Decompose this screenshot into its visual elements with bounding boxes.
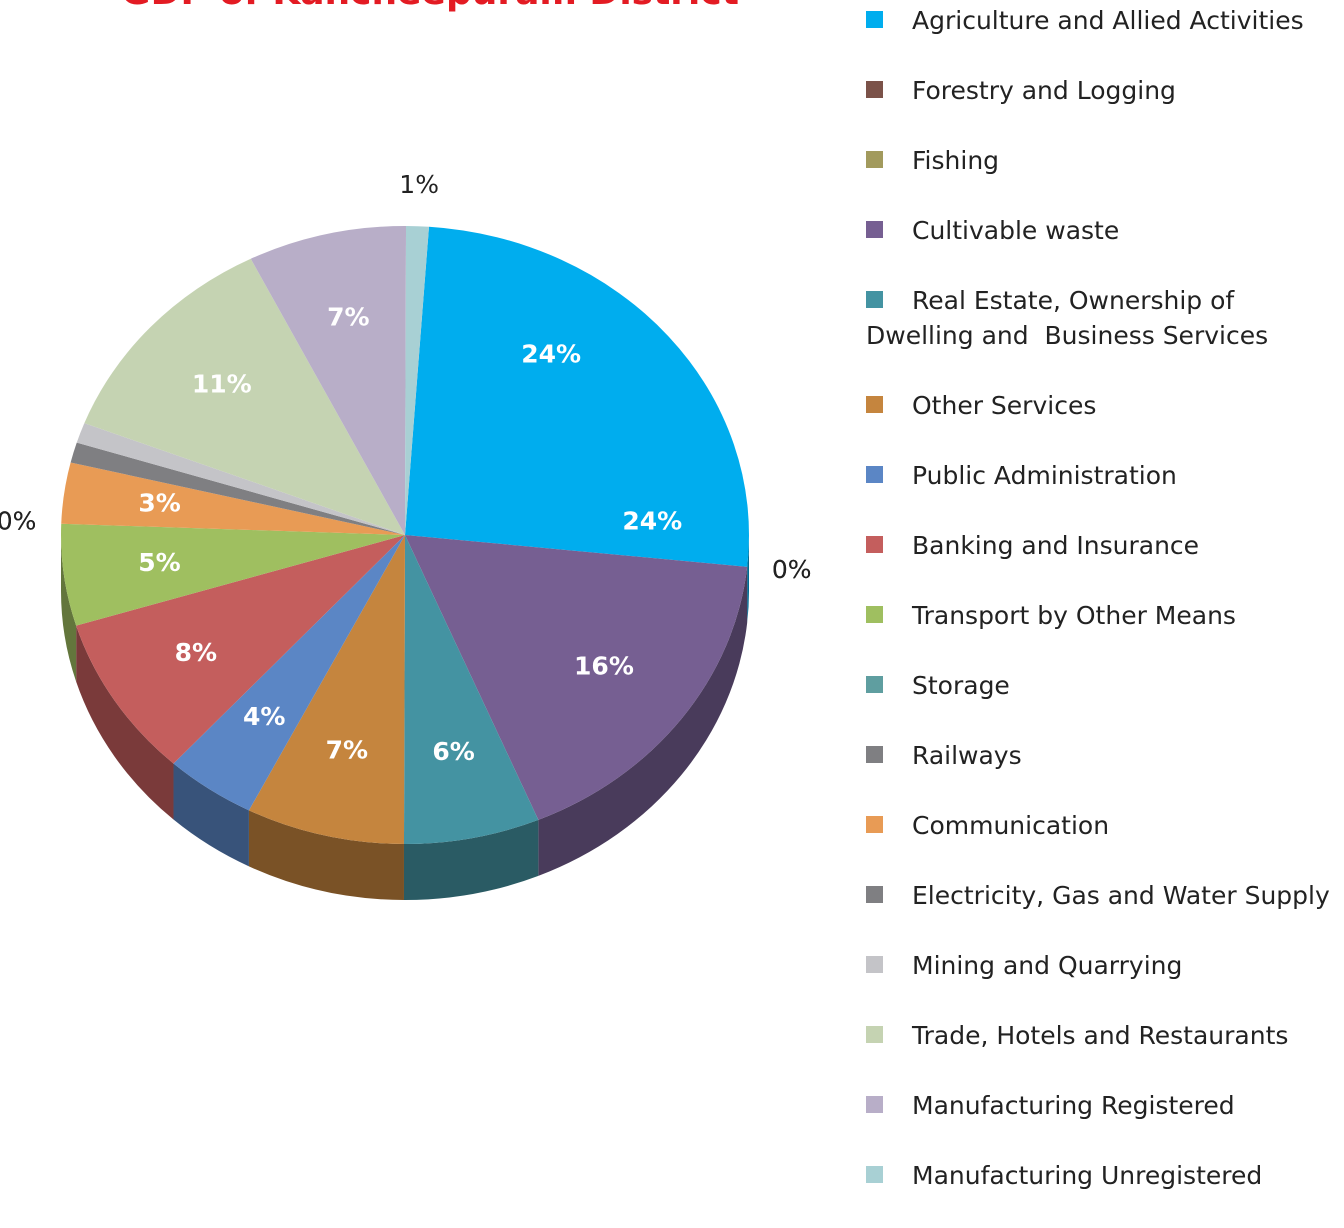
data-label: 6% <box>432 737 474 766</box>
data-label: 0% <box>772 555 812 584</box>
pie-slice <box>250 225 407 535</box>
legend-label: Railways <box>912 741 1022 770</box>
pie-side <box>76 625 174 820</box>
pie-slice <box>405 535 748 820</box>
legend-label: Mining and Quarrying <box>912 951 1183 980</box>
legend-swatch <box>866 1166 883 1183</box>
pie-slice <box>405 226 429 536</box>
legend: Agriculture and Allied Activities Forestr… <box>866 3 1336 1228</box>
legend-entry: Cultivable waste <box>866 213 1336 248</box>
legend-entry: Other Services <box>866 388 1336 423</box>
legend-entry: Manufacturing Registered <box>866 1088 1336 1123</box>
legend-label: Transport by Other Means <box>912 601 1236 630</box>
legend-swatch <box>866 11 883 28</box>
legend-swatch <box>866 81 883 98</box>
data-label: 0% <box>0 506 36 535</box>
pie-side <box>248 810 404 900</box>
legend-entry: Manufacturing Unregistered <box>866 1158 1336 1193</box>
legend-entry: Electricity, Gas and Water Supply <box>866 878 1336 913</box>
legend-swatch <box>866 466 883 483</box>
legend-entry: Public Administration <box>866 458 1336 493</box>
legend-label: Fishing <box>912 146 1000 175</box>
data-label: 4% <box>243 702 285 731</box>
data-label: 0% <box>0 506 36 535</box>
data-label: 3% <box>138 489 180 518</box>
data-label: 7% <box>326 735 368 764</box>
legend-entry: Communication <box>866 808 1336 843</box>
pie-slice <box>248 535 405 844</box>
legend-swatch <box>866 816 883 833</box>
chart-title: GDP of Kancheepuram District <box>121 0 739 13</box>
legend-swatch <box>866 1026 883 1043</box>
legend-label: Agriculture and Allied Activities <box>912 6 1304 35</box>
legend-swatch <box>866 606 883 623</box>
data-label: 24% <box>521 339 581 368</box>
legend-label: Electricity, Gas and Water Supply <box>912 881 1330 910</box>
legend-label: Communication <box>912 811 1110 840</box>
data-label: 11% <box>192 369 252 398</box>
pie-slice <box>61 462 405 535</box>
data-label: 24% <box>622 506 682 535</box>
data-label: 8% <box>175 638 217 667</box>
legend-label: Trade, Hotels and Restaurants <box>912 1021 1289 1050</box>
legend-entry: Trade, Hotels and Restaurants <box>866 1018 1336 1053</box>
legend-swatch <box>866 676 883 693</box>
legend-label: Public Administration <box>912 461 1177 490</box>
pie-side <box>61 535 77 682</box>
pie-slice <box>76 423 406 535</box>
pie-side <box>173 763 249 867</box>
legend-entry: Railways <box>866 738 1336 773</box>
legend-label: Manufacturing Unregistered <box>912 1161 1263 1190</box>
data-label: 16% <box>574 652 634 681</box>
pie-side <box>747 535 749 623</box>
legend-entry: Transport by Other Means <box>866 598 1336 633</box>
data-label: 0% <box>772 555 812 584</box>
legend-swatch <box>866 291 883 308</box>
legend-swatch <box>866 886 883 903</box>
legend-label: Banking and Insurance <box>912 531 1200 560</box>
legend-swatch <box>866 746 883 763</box>
legend-label: Cultivable waste <box>912 216 1120 245</box>
legend-label: Forestry and Logging <box>912 76 1176 105</box>
legend-swatch <box>866 536 883 553</box>
legend-swatch <box>866 1096 883 1113</box>
pie-side <box>403 819 539 901</box>
legend-swatch <box>866 151 883 168</box>
pie-slice <box>403 535 539 844</box>
legend-label: Other Services <box>912 391 1097 420</box>
legend-entry: Storage <box>866 668 1336 703</box>
legend-entry: Agriculture and Allied Activities <box>866 3 1336 38</box>
legend-swatch <box>866 396 883 413</box>
pie-side <box>538 566 748 876</box>
data-label: 1% <box>399 170 439 199</box>
legend-entry: Mining and Quarrying <box>866 948 1336 983</box>
data-label: 5% <box>138 548 180 577</box>
pie-slice <box>70 442 405 535</box>
pie-slice <box>173 535 405 811</box>
pie-slice <box>405 226 750 567</box>
pie-slice <box>76 535 405 764</box>
legend-entry: Forestry and Logging <box>866 73 1336 108</box>
legend-entry: Real Estate, Ownership of Dwelling and B… <box>866 283 1336 353</box>
page: {"chart_data": {"type": "pie", "title": … <box>0 0 1330 1190</box>
legend-entry: Fishing <box>866 143 1336 178</box>
pie-slice <box>61 523 405 626</box>
chart: GDP of Kancheepuram District 24% 24% 0% 0% 1… <box>0 0 812 901</box>
legend-label: Storage <box>912 671 1010 700</box>
pie-slice <box>84 258 405 535</box>
legend-swatch <box>866 956 883 973</box>
data-label: 7% <box>327 302 369 331</box>
legend-entry: Banking and Insurance <box>866 528 1336 563</box>
legend-swatch <box>866 221 883 238</box>
legend-label: Manufacturing Registered <box>912 1091 1235 1120</box>
legend-label: Real Estate, Ownership of Dwelling and B… <box>866 286 1269 350</box>
